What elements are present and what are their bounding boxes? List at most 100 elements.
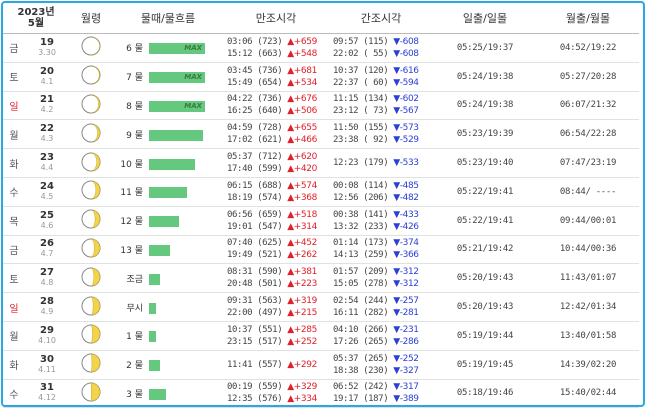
date-cell: 31 4.12 — [25, 379, 70, 408]
low-tide-1-diff: -257 — [399, 296, 419, 307]
tide-flow-cell: 조금 — [113, 263, 224, 294]
rise-arrow-icon: ▲ — [287, 267, 294, 278]
low-tide-cell: 09:57 (115) ▼-608 22:02 ( 55) ▼-608 — [329, 33, 434, 63]
fall-arrow-icon: ▼ — [393, 324, 400, 335]
table-row: 월 22 4.3 9 물 04:59 (728) ▲+655 17:02 (621) ▲+… — [3, 119, 640, 150]
flow-bar — [149, 360, 161, 372]
moon-phase-icon — [69, 292, 114, 322]
rise-arrow-icon: ▲ — [287, 135, 294, 146]
date-cell: 22 4.3 — [25, 119, 70, 150]
high-tide-cell: 00:19 (559) ▲+329 12:35 (576) ▲+334 — [223, 379, 330, 408]
sunrise-sunset: 05:22/19:41 — [433, 177, 538, 207]
moon-phase-icon — [69, 321, 114, 351]
low-tide-1-diff: -374 — [399, 238, 419, 249]
high-tide-1: 10:37 (551) — [227, 324, 283, 335]
low-tide-1: 02:54 (244) — [333, 296, 389, 307]
rise-arrow-icon: ▲ — [287, 48, 294, 59]
fall-arrow-icon: ▼ — [393, 221, 400, 232]
tide-name: 3 물 — [126, 389, 144, 400]
high-tide-2-diff: +548 — [293, 48, 318, 59]
fall-arrow-icon: ▼ — [393, 36, 400, 47]
date-cell: 21 4.2 — [25, 91, 70, 121]
table-row: 일 21 4.2 8 물 MAX 04:22 (736) ▲+676 16:25 (640)… — [3, 91, 640, 121]
low-tide-1: 05:37 (265) — [333, 353, 389, 364]
high-tide-1-diff: +292 — [293, 359, 318, 370]
high-tide-cell: 06:56 (659) ▲+518 19:01 (547) ▲+314 — [223, 206, 330, 236]
solar-day: 28 — [40, 296, 54, 308]
flow-bar — [149, 302, 157, 314]
high-tide-2-diff: +334 — [293, 394, 318, 405]
high-tide-cell: 05:37 (712) ▲+620 17:40 (599) ▲+420 — [223, 148, 330, 178]
high-tide-1: 03:06 (723) — [227, 36, 283, 47]
low-tide-2-diff: -366 — [399, 250, 419, 261]
rise-arrow-icon: ▲ — [287, 394, 294, 405]
table-row: 화 30 4.11 2 물 11:41 (557) ▲+292 05:37 (265) … — [3, 350, 640, 380]
high-tide-1-diff: +655 — [293, 123, 318, 134]
max-label: MAX — [184, 101, 203, 110]
rise-arrow-icon: ▲ — [287, 192, 294, 203]
tide-name: 8 물 — [126, 101, 144, 112]
weekday: 목 — [3, 206, 25, 236]
tide-name: 2 물 — [126, 361, 144, 372]
rise-arrow-icon: ▲ — [287, 359, 294, 370]
high-tide-1-diff: +319 — [293, 296, 318, 307]
low-tide-2: 23:12 ( 73) — [333, 106, 389, 117]
low-tide-2-diff: -327 — [399, 365, 419, 376]
moonrise-moonset: 05:27/20:28 — [537, 62, 640, 92]
solar-day: 26 — [40, 238, 54, 250]
high-tide-cell: 11:41 (557) ▲+292 — [223, 350, 330, 380]
moon-phase-icon — [69, 379, 114, 408]
high-tide-2: 15:49 (654) — [227, 77, 283, 88]
sunrise-sunset: 05:23/19:39 — [433, 119, 538, 150]
rise-arrow-icon: ▲ — [287, 324, 294, 335]
fall-arrow-icon: ▼ — [393, 238, 400, 249]
low-tide-2: 16:11 (282) — [333, 308, 389, 319]
low-tide-1: 00:38 (141) — [333, 209, 389, 220]
lunar-date: 4.11 — [38, 364, 56, 374]
high-tide-1: 08:31 (590) — [227, 267, 283, 278]
fall-arrow-icon: ▼ — [393, 279, 400, 290]
lunar-date: 4.7 — [40, 249, 54, 259]
weekday: 일 — [3, 292, 25, 322]
fall-arrow-icon: ▼ — [393, 267, 400, 278]
rise-arrow-icon: ▲ — [287, 94, 294, 105]
low-tide-2-diff: -567 — [399, 106, 419, 117]
weekday: 월 — [3, 321, 25, 351]
low-tide-1-diff: -533 — [399, 158, 419, 169]
high-tide-2: 17:02 (621) — [227, 135, 283, 146]
tide-flow-cell: 무시 — [113, 292, 224, 322]
fall-arrow-icon: ▼ — [393, 94, 400, 105]
low-tide-2: 15:05 (278) — [333, 279, 389, 290]
sunrise-sunset: 05:18/19:46 — [433, 379, 538, 408]
flow-bar — [149, 158, 196, 170]
tide-flow-cell: 12 물 — [113, 206, 224, 236]
low-tide-2-diff: -281 — [399, 308, 419, 319]
rise-arrow-icon: ▲ — [287, 308, 294, 319]
date-cell: 25 4.6 — [25, 206, 70, 236]
moonrise-moonset: 14:39/02:20 — [537, 350, 640, 380]
date-cell: 23 4.4 — [25, 148, 70, 178]
low-tide-2-diff: -594 — [399, 77, 419, 88]
rise-arrow-icon: ▲ — [287, 221, 294, 232]
lunar-date: 4.6 — [40, 220, 54, 230]
low-tide-cell: 02:54 (244) ▼-257 16:11 (282) ▼-281 — [329, 292, 434, 322]
date-cell: 28 4.9 — [25, 292, 70, 322]
lunar-date: 4.4 — [40, 163, 54, 173]
rise-arrow-icon: ▲ — [287, 106, 294, 117]
low-tide-cell: 04:10 (266) ▼-231 17:26 (265) ▼-286 — [329, 321, 434, 351]
tide-flow-cell: 6 물 MAX — [113, 33, 224, 63]
high-tide-2: 16:25 (640) — [227, 106, 283, 117]
high-tide-1-diff: +620 — [293, 152, 318, 163]
low-tide-1: 12:23 (179) — [333, 158, 389, 169]
low-tide-1: 10:37 (120) — [333, 65, 389, 76]
low-tide-cell: 11:50 (155) ▼-573 23:38 ( 92) ▼-529 — [329, 119, 434, 150]
table-row: 월 29 4.10 1 물 10:37 (551) ▲+285 23:15 (517) ▲… — [3, 321, 640, 351]
flow-bar — [149, 244, 171, 256]
high-tide-2: 23:15 (517) — [227, 336, 283, 347]
flow-bar: MAX — [149, 72, 206, 84]
tide-name: 10 물 — [120, 159, 144, 170]
low-tide-header: 간조시각 — [329, 3, 434, 34]
low-tide-cell: 10:37 (120) ▼-616 22:37 ( 60) ▼-594 — [329, 62, 434, 92]
low-tide-1: 01:14 (173) — [333, 238, 389, 249]
low-tide-2: 18:38 (230) — [333, 365, 389, 376]
